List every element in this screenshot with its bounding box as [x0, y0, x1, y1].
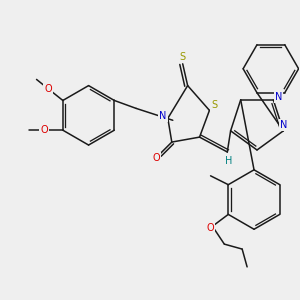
Text: S: S: [180, 52, 186, 62]
Text: S: S: [211, 100, 218, 110]
Text: N: N: [274, 92, 282, 102]
Text: N: N: [280, 120, 287, 130]
Text: O: O: [152, 152, 160, 163]
Text: O: O: [207, 223, 214, 233]
Text: O: O: [44, 84, 52, 94]
Text: N: N: [159, 111, 167, 121]
Text: H: H: [225, 156, 232, 166]
Text: O: O: [40, 125, 48, 135]
